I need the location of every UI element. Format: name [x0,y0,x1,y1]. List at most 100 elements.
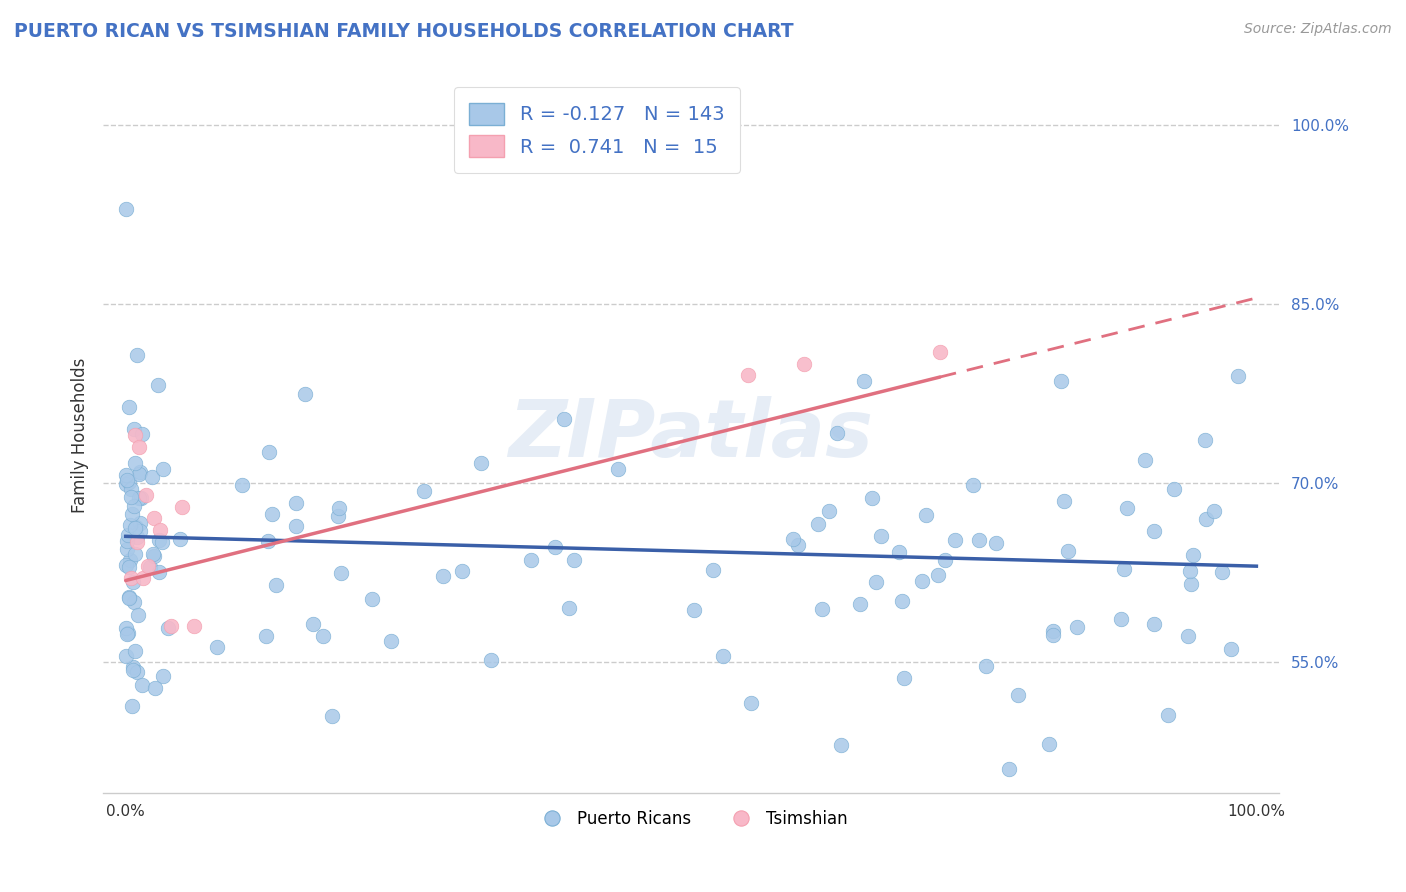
Point [825,425,848,440]
Point [997,762,1019,776]
Point [118,591,141,605]
Point [479,653,502,667]
Point [889,545,911,559]
Point [118,590,141,604]
Point [737,368,759,383]
Point [152,462,174,476]
Point [128,467,150,482]
Point [125,665,148,679]
Point [114,467,136,482]
Point [562,552,585,566]
Point [450,564,472,578]
Point [152,669,174,683]
Point [1007,688,1029,702]
Point [128,491,150,505]
Point [115,542,138,557]
Point [849,598,872,612]
Point [284,495,307,509]
Text: PUERTO RICAN VS TSIMSHIAN FAMILY HOUSEHOLDS CORRELATION CHART: PUERTO RICAN VS TSIMSHIAN FAMILY HOUSEHO… [14,22,793,41]
Point [257,533,280,548]
Point [207,640,229,654]
Point [702,563,724,577]
Point [943,533,966,547]
Point [115,558,138,573]
Point [142,549,165,563]
Point [127,531,149,545]
Point [254,629,277,643]
Point [860,491,883,505]
Point [470,456,492,470]
Point [120,482,142,496]
Point [787,538,810,552]
Point [148,377,170,392]
Point [124,456,146,470]
Point [122,422,145,436]
Point [967,533,990,547]
Point [124,644,146,658]
Point [143,681,166,695]
Point [1202,504,1225,518]
Point [121,575,143,590]
Point [117,528,139,542]
Point [128,440,150,454]
Point [114,621,136,635]
Point [1195,511,1218,525]
Point [115,202,138,216]
Point [120,517,142,532]
Point [120,571,142,585]
Point [1052,494,1074,508]
Point [142,547,165,561]
Point [830,738,852,752]
Point [117,474,139,488]
Point [711,649,734,664]
Point [141,470,163,484]
Point [870,529,893,543]
Point [117,626,139,640]
Point [1219,642,1241,657]
Point [131,677,153,691]
Point [118,559,141,574]
Point [125,535,148,549]
Point [890,594,912,608]
Point [962,478,984,492]
Point [911,574,934,588]
Point [1049,375,1071,389]
Point [1180,577,1202,591]
Point [557,601,579,615]
Point [1177,629,1199,643]
Y-axis label: Family Households: Family Households [72,358,89,513]
Point [1116,501,1139,516]
Point [129,516,152,530]
Text: ZIPatlas: ZIPatlas [509,396,873,474]
Point [169,532,191,546]
Point [544,540,567,554]
Point [782,532,804,546]
Point [811,602,834,616]
Point [1156,707,1178,722]
Point [893,671,915,685]
Point [128,465,150,479]
Point [124,547,146,561]
Point [328,508,350,523]
Point [131,571,153,585]
Point [740,697,762,711]
Point [817,504,839,518]
Point [432,569,454,583]
Point [150,534,173,549]
Point [129,524,152,538]
Point [1180,564,1202,578]
Point [121,507,143,521]
Point [138,559,160,574]
Point [1112,562,1135,576]
Point [120,553,142,567]
Point [122,499,145,513]
Point [1109,612,1132,626]
Point [328,500,350,515]
Point [131,427,153,442]
Point [311,629,333,643]
Point [606,462,628,476]
Point [120,490,142,504]
Point [853,374,876,388]
Point [231,477,253,491]
Point [121,699,143,714]
